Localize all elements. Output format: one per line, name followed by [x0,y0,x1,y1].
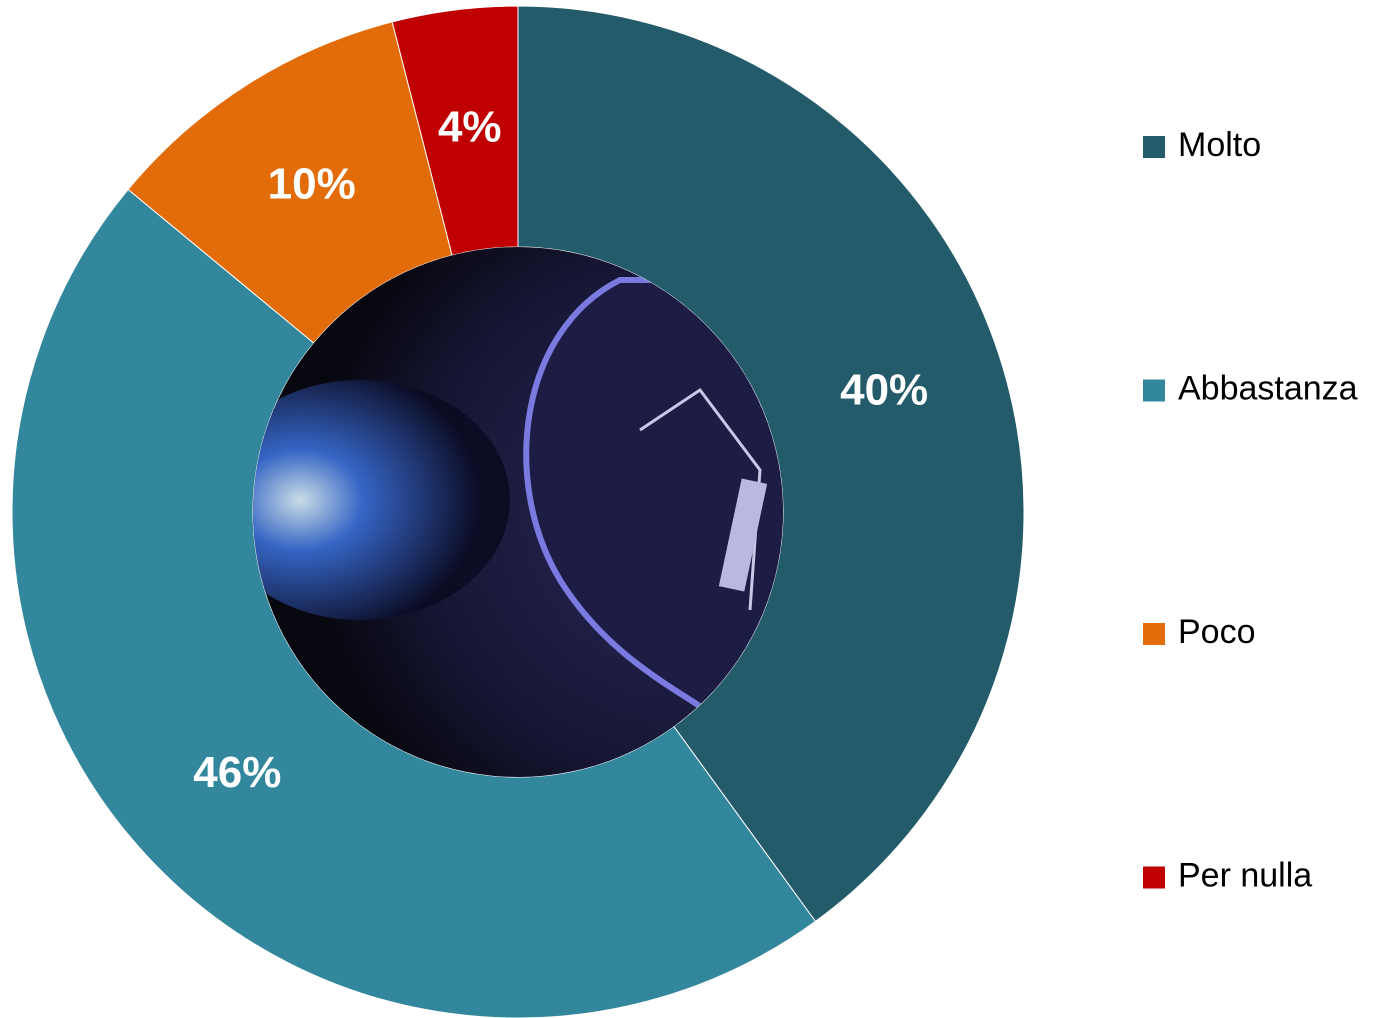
legend-swatch [1143,866,1165,889]
value-label: 4% [438,103,502,152]
legend-label: Poco [1178,613,1256,651]
center-photo [253,247,783,777]
value-label: 46% [193,748,281,797]
legend-swatch [1143,136,1165,158]
legend-label: Abbastanza [1178,369,1358,407]
legend-label: Per nulla [1178,856,1312,894]
legend-swatch [1143,379,1165,402]
legend-label: Molto [1178,126,1261,164]
value-label: 10% [268,160,356,209]
value-label: 40% [840,366,928,415]
slice [391,5,519,256]
legend-swatch [1143,623,1165,645]
